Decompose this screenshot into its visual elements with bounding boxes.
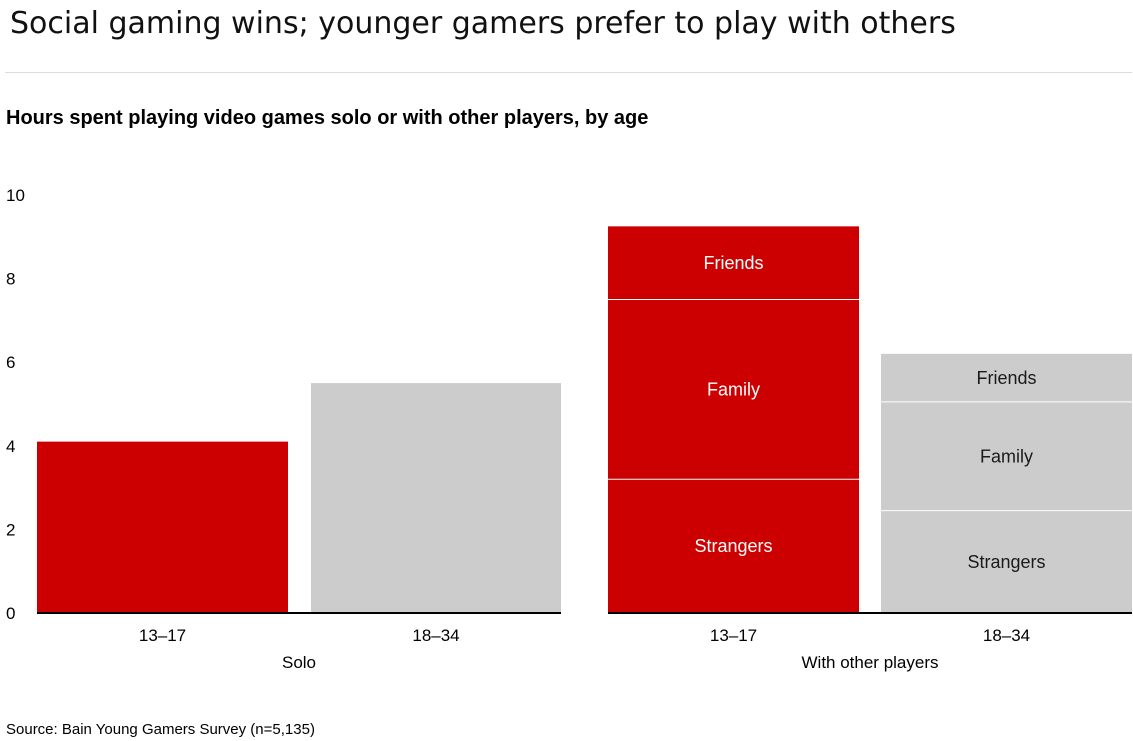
segment-label: Family [980,446,1033,466]
y-tick-label: 10 [6,186,25,205]
bars [37,226,1132,613]
segment-label: Friends [703,253,763,273]
headline: Social gaming wins; younger gamers prefe… [10,6,956,41]
segment-label: Strangers [967,552,1045,572]
y-tick-label: 6 [6,353,15,372]
y-axis-ticks: 0 2 4 6 8 10 [6,186,25,623]
bar-segment [608,299,859,480]
segment-label: Strangers [694,536,772,556]
category-label: 18–34 [983,626,1030,645]
chart-title: Hours spent playing video games solo or … [6,107,649,129]
bar-segment [881,353,1132,402]
bar-segment [311,383,561,613]
y-tick-label: 0 [6,604,15,623]
bar-segment [608,226,859,300]
segment-label: Family [707,379,760,399]
source-note: Source: Bain Young Gamers Survey (n=5,13… [6,721,315,738]
bar-segment [881,510,1132,613]
segment-label: Friends [976,368,1036,388]
group-labels: Solo With other players [282,653,939,672]
bar-chart: 0 2 4 6 8 10 Strangers Family Friends Strangers F… [6,186,1132,672]
group-label: With other players [802,653,939,672]
y-tick-label: 8 [6,270,15,289]
category-labels: 13–17 18–34 13–17 18–34 [139,626,1030,645]
title-divider [5,72,1132,73]
bar-segment [881,401,1132,511]
y-tick-label: 2 [6,520,15,539]
bar-segment [37,441,288,613]
category-label: 13–17 [710,626,757,645]
segment-labels: Strangers Family Friends Strangers Family Fri… [694,253,1045,572]
category-label: 18–34 [412,626,459,645]
group-label: Solo [282,653,316,672]
y-tick-label: 4 [6,437,15,456]
category-label: 13–17 [139,626,186,645]
bar-segment [608,479,859,613]
